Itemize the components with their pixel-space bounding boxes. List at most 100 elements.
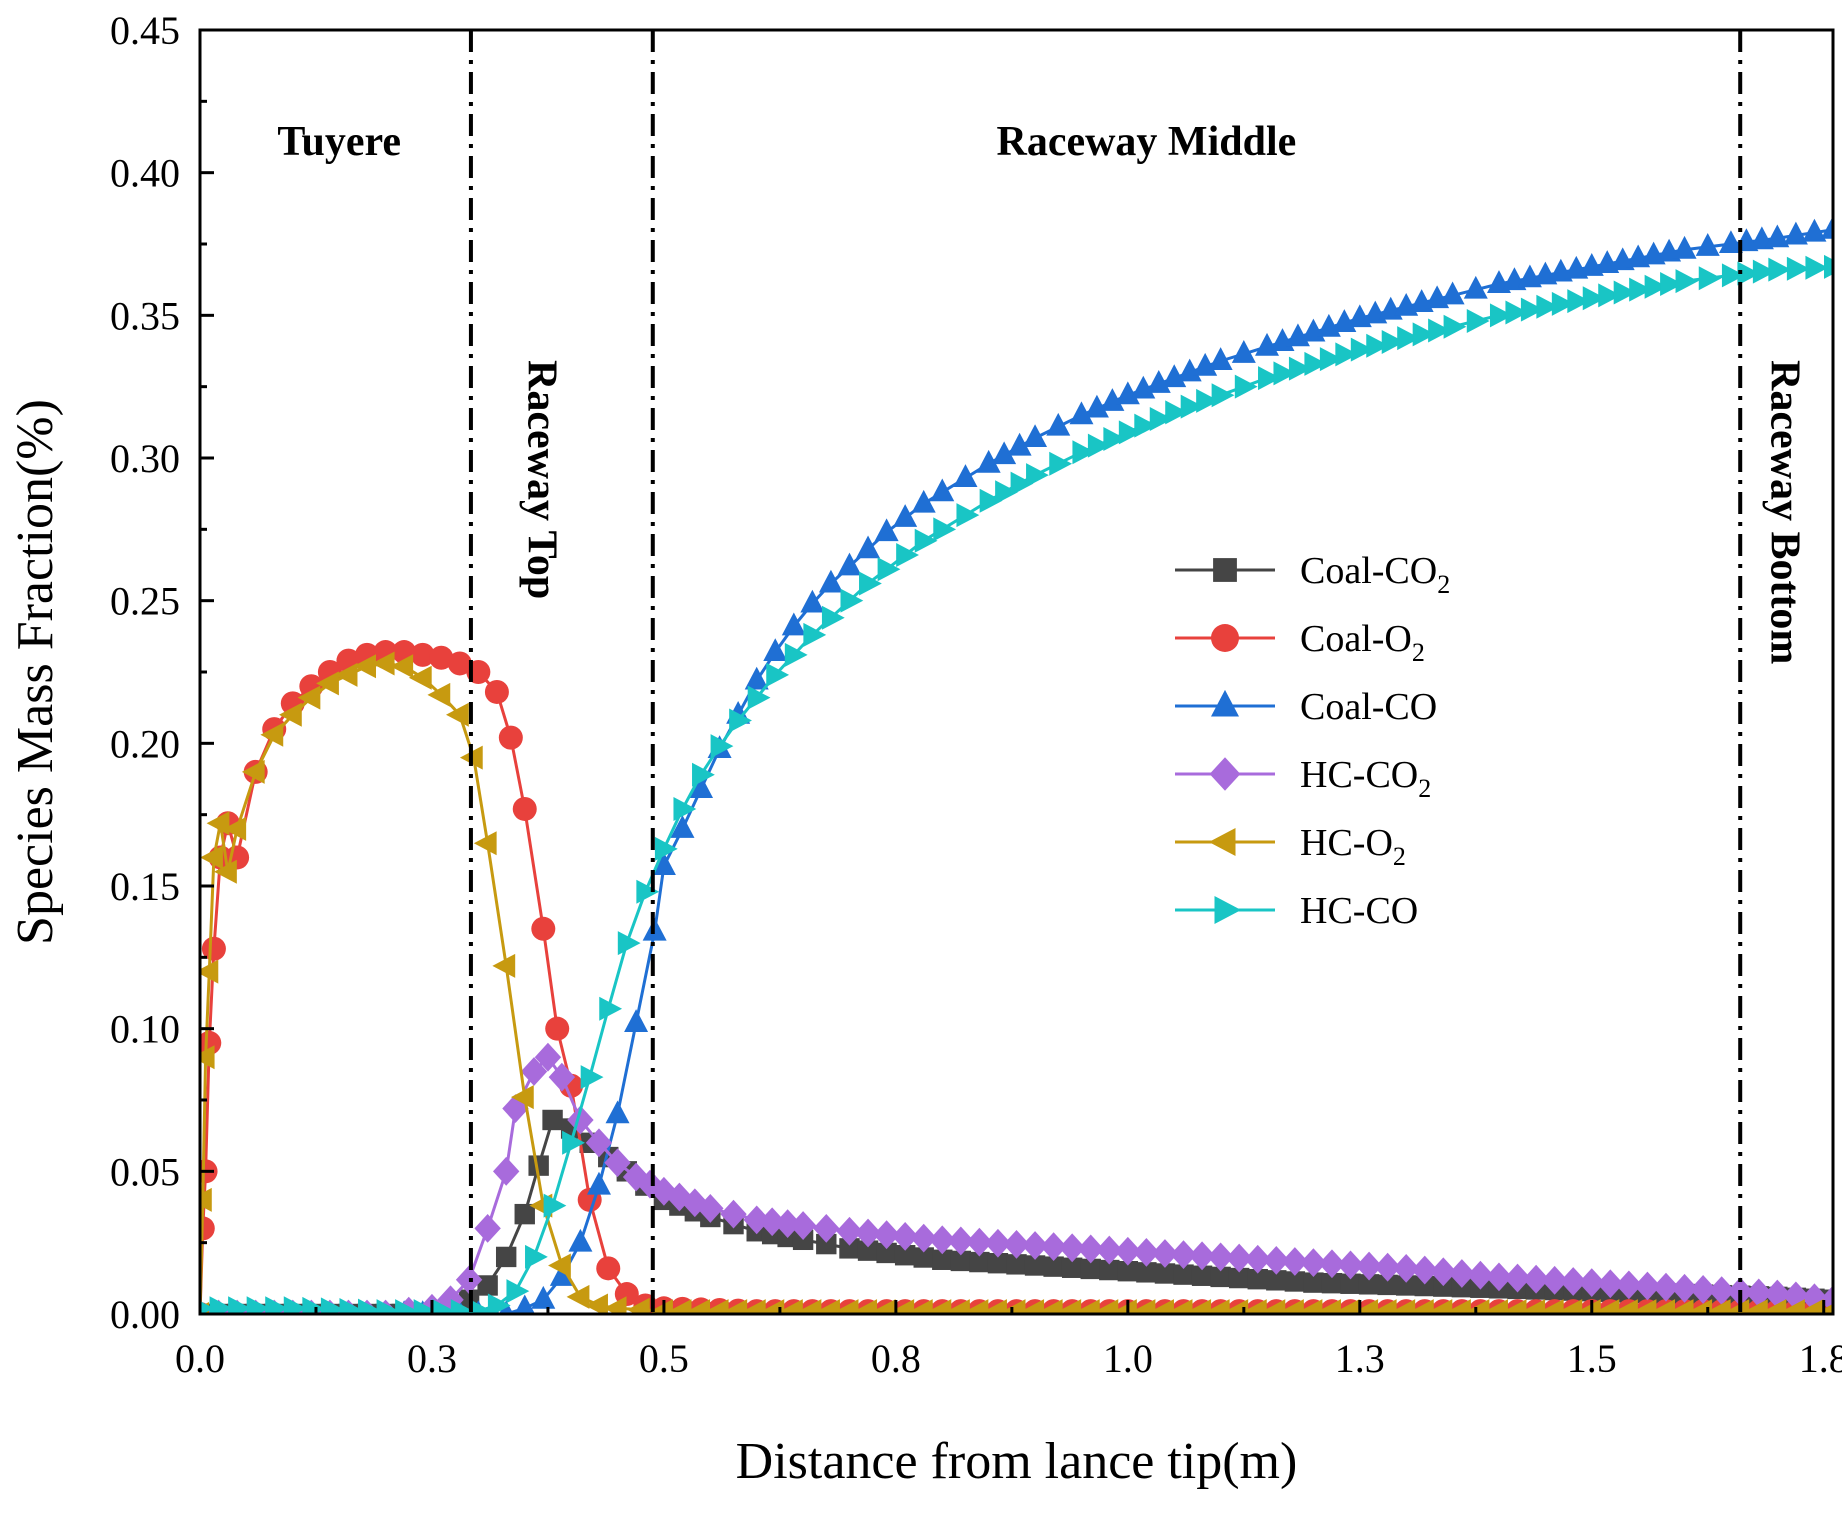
data-point xyxy=(1340,1273,1361,1294)
data-point xyxy=(1737,261,1761,286)
data-point xyxy=(531,1285,556,1309)
data-point xyxy=(353,654,377,679)
legend-label: Coal-O2 xyxy=(1300,618,1425,667)
data-point xyxy=(979,488,1003,513)
data-point xyxy=(816,1233,837,1255)
data-point xyxy=(1318,1299,1341,1314)
data-point xyxy=(710,734,734,759)
data-point xyxy=(1443,314,1467,339)
data-point xyxy=(586,1171,611,1195)
data-point xyxy=(1597,1269,1624,1299)
data-point xyxy=(670,815,695,838)
data-point xyxy=(200,1045,215,1070)
data-point xyxy=(477,1275,498,1296)
data-point xyxy=(525,1244,548,1269)
data-point xyxy=(1745,1278,1772,1308)
data-point xyxy=(484,679,509,704)
data-point xyxy=(1303,1272,1324,1293)
data-point xyxy=(228,1296,251,1314)
data-point xyxy=(445,702,469,727)
data-point xyxy=(1335,342,1359,367)
data-point xyxy=(950,1250,972,1272)
data-point xyxy=(297,685,321,710)
data-point xyxy=(1039,1299,1063,1314)
data-point xyxy=(1006,1254,1027,1275)
data-point xyxy=(1782,1281,1810,1311)
data-point xyxy=(910,1223,937,1253)
legend-label: Coal-CO2 xyxy=(1300,550,1450,599)
data-point xyxy=(534,1042,562,1072)
y-axis-title: Species Mass Fraction(%) xyxy=(7,399,64,945)
data-point xyxy=(840,588,864,613)
data-point xyxy=(1504,1263,1531,1293)
data-point xyxy=(209,1296,233,1314)
data-point xyxy=(1281,1299,1304,1314)
legend-marker xyxy=(1213,558,1237,582)
data-point xyxy=(567,1105,594,1135)
data-point xyxy=(1169,1299,1193,1314)
y-tick-label: 0.45 xyxy=(110,8,180,53)
data-point xyxy=(1821,215,1833,239)
data-point xyxy=(742,1299,766,1314)
data-point xyxy=(987,1253,1009,1274)
data-point xyxy=(854,1218,882,1248)
data-point xyxy=(729,708,752,733)
data-point xyxy=(1698,266,1722,291)
data-point xyxy=(933,517,957,542)
data-point xyxy=(953,464,978,487)
data-point xyxy=(1258,366,1281,391)
data-point xyxy=(1099,1259,1120,1281)
data-point xyxy=(510,1085,534,1110)
data-point xyxy=(763,638,788,662)
legend-item: Coal-O2 xyxy=(1175,618,1425,667)
data-point xyxy=(1149,407,1173,432)
data-point xyxy=(873,1220,900,1250)
data-point xyxy=(854,1299,878,1314)
region-label: Raceway Top xyxy=(518,360,564,599)
data-point xyxy=(689,775,714,798)
y-tick-label: 0.20 xyxy=(110,721,180,766)
data-point xyxy=(1695,233,1720,256)
data-point xyxy=(585,1128,613,1158)
x-tick-label: 0.5 xyxy=(639,1336,689,1381)
data-point xyxy=(469,1299,493,1314)
data-point xyxy=(1188,1241,1216,1271)
data-point xyxy=(548,1253,571,1278)
data-point xyxy=(1133,1237,1160,1267)
data-point xyxy=(531,916,556,941)
legend-label-subscript: 2 xyxy=(1393,842,1406,871)
data-point xyxy=(506,1279,530,1304)
data-point xyxy=(1114,1236,1142,1266)
data-point xyxy=(473,831,497,856)
data-point xyxy=(302,1296,326,1314)
data-point xyxy=(1410,1299,1434,1314)
y-tick-label: 0.10 xyxy=(110,1007,180,1052)
data-point xyxy=(283,1296,307,1314)
data-point xyxy=(744,666,769,690)
data-point xyxy=(1448,1299,1471,1314)
data-point xyxy=(1003,1229,1030,1259)
data-point xyxy=(1132,1299,1156,1314)
data-point xyxy=(1411,1255,1438,1285)
data-point xyxy=(429,645,454,670)
data-point xyxy=(1207,1242,1234,1272)
data-point xyxy=(1448,1259,1476,1288)
data-point xyxy=(1675,269,1699,294)
data-point xyxy=(1541,1265,1568,1295)
data-point xyxy=(1615,1270,1643,1300)
data-point xyxy=(1193,352,1218,376)
data-point xyxy=(1582,286,1606,311)
data-point xyxy=(705,1299,729,1314)
data-point xyxy=(512,796,537,821)
data-point xyxy=(1154,1263,1176,1284)
data-point xyxy=(992,441,1017,465)
data-point xyxy=(1355,1251,1383,1281)
data-point xyxy=(1466,309,1490,334)
data-point xyxy=(562,1130,585,1155)
data-point xyxy=(1392,1299,1416,1314)
data-point xyxy=(1374,1252,1401,1282)
data-point xyxy=(984,1228,1012,1258)
data-point xyxy=(1660,271,1683,296)
y-tick-label: 0.30 xyxy=(110,436,180,481)
data-point xyxy=(673,796,697,821)
